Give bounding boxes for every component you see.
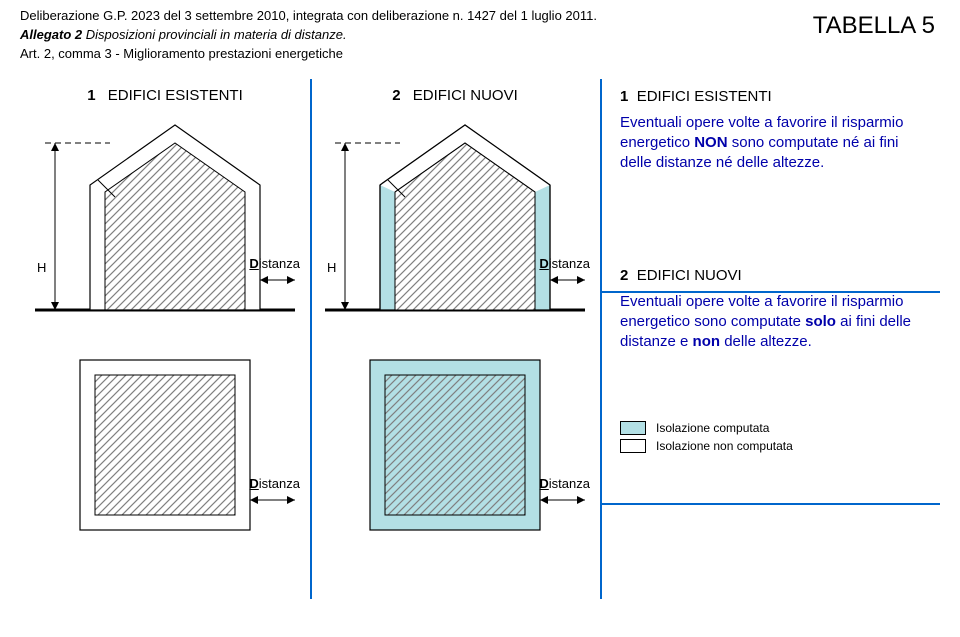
dist-rest-plan2: istanza — [549, 476, 590, 491]
h-divider-2 — [600, 503, 940, 505]
legend-text-notcomputed: Isolazione non computata — [656, 439, 793, 453]
panel1: 1 EDIFICI ESISTENTI Eventuali opere volt… — [620, 83, 940, 184]
panel2-body: Eventuali opere volte a favorire il risp… — [620, 292, 930, 353]
panel1-num: 1 — [620, 88, 628, 105]
dist-d-plan2: D — [539, 476, 548, 491]
divider-2 — [600, 79, 602, 599]
dist-rest-2: istanza — [549, 256, 590, 271]
legend-box-notcomputed — [620, 439, 646, 453]
col1-title-text: EDIFICI ESISTENTI — [108, 87, 243, 104]
plan2-wrap: Distanza — [325, 330, 585, 550]
divider-1 — [310, 79, 312, 599]
header: Deliberazione G.P. 2023 del 3 settembre … — [0, 0, 960, 69]
dist-label-1: Distanza — [249, 256, 300, 271]
dist-d-plan1: D — [249, 476, 258, 491]
col2-num: 2 — [392, 87, 400, 104]
panel1-title: EDIFICI ESISTENTI — [637, 88, 772, 105]
col-1: 1 EDIFICI ESISTENTI — [20, 79, 310, 599]
col2-title-text: EDIFICI NUOVI — [413, 87, 518, 104]
panel2-bold1: solo — [805, 313, 836, 330]
col1-title: 1 EDIFICI ESISTENTI — [20, 87, 310, 104]
panel2-heading: 2 EDIFICI NUOVI — [620, 266, 930, 286]
h-divider-1 — [600, 291, 940, 293]
col1-num: 1 — [87, 87, 95, 104]
house2-wrap: H Distanza — [325, 110, 585, 320]
panel2-title: EDIFICI NUOVI — [637, 267, 742, 284]
main: 1 EDIFICI ESISTENTI — [0, 69, 960, 609]
house1-wrap: H Distanza — [35, 110, 295, 320]
header-line-1: Deliberazione G.P. 2023 del 3 settembre … — [20, 7, 940, 25]
house2-svg — [325, 110, 585, 320]
legend: Isolazione computata Isolazione non comp… — [620, 421, 940, 453]
col-2: 2 EDIFICI NUOVI — [310, 79, 600, 599]
table-label: TABELLA 5 — [813, 12, 935, 40]
col2-title: 2 EDIFICI NUOVI — [310, 87, 600, 104]
header-line-2: Allegato 2 Disposizioni provinciali in m… — [20, 26, 940, 44]
panel1-heading: 1 EDIFICI ESISTENTI — [620, 87, 930, 107]
h-label-1: H — [37, 260, 46, 275]
dist-d-1: D — [249, 256, 258, 271]
panel1-bold1: NON — [694, 134, 727, 151]
dist-label-2: Distanza — [539, 256, 590, 271]
panel1-body: Eventuali opere volte a favorire il risp… — [620, 113, 930, 174]
legend-box-computed — [620, 421, 646, 435]
plan2-svg — [325, 330, 585, 550]
legend-text-computed: Isolazione computata — [656, 421, 769, 435]
dist-d-2: D — [539, 256, 548, 271]
legend-row-notcomputed: Isolazione non computata — [620, 439, 940, 453]
panel2-bold2: non — [693, 333, 721, 350]
panel2-post: delle altezze. — [720, 333, 812, 350]
h-label-2: H — [327, 260, 336, 275]
dist-rest-1: istanza — [259, 256, 300, 271]
allegato-label: Allegato 2 — [20, 27, 82, 42]
dist-label-plan1: Distanza — [249, 476, 300, 491]
dist-label-plan2: Distanza — [539, 476, 590, 491]
allegato-rest: Disposizioni provinciali in materia di d… — [86, 27, 347, 42]
panel2: 2 EDIFICI NUOVI Eventuali opere volte a … — [620, 262, 940, 363]
legend-row-computed: Isolazione computata — [620, 421, 940, 435]
plan1-wrap: Distanza — [35, 330, 295, 550]
dist-rest-plan1: istanza — [259, 476, 300, 491]
col-3: 1 EDIFICI ESISTENTI Eventuali opere volt… — [600, 79, 940, 599]
header-line-3: Art. 2, comma 3 - Miglioramento prestazi… — [20, 45, 940, 63]
panel2-num: 2 — [620, 267, 628, 284]
house1-svg — [35, 110, 295, 320]
plan1-svg — [35, 330, 295, 550]
